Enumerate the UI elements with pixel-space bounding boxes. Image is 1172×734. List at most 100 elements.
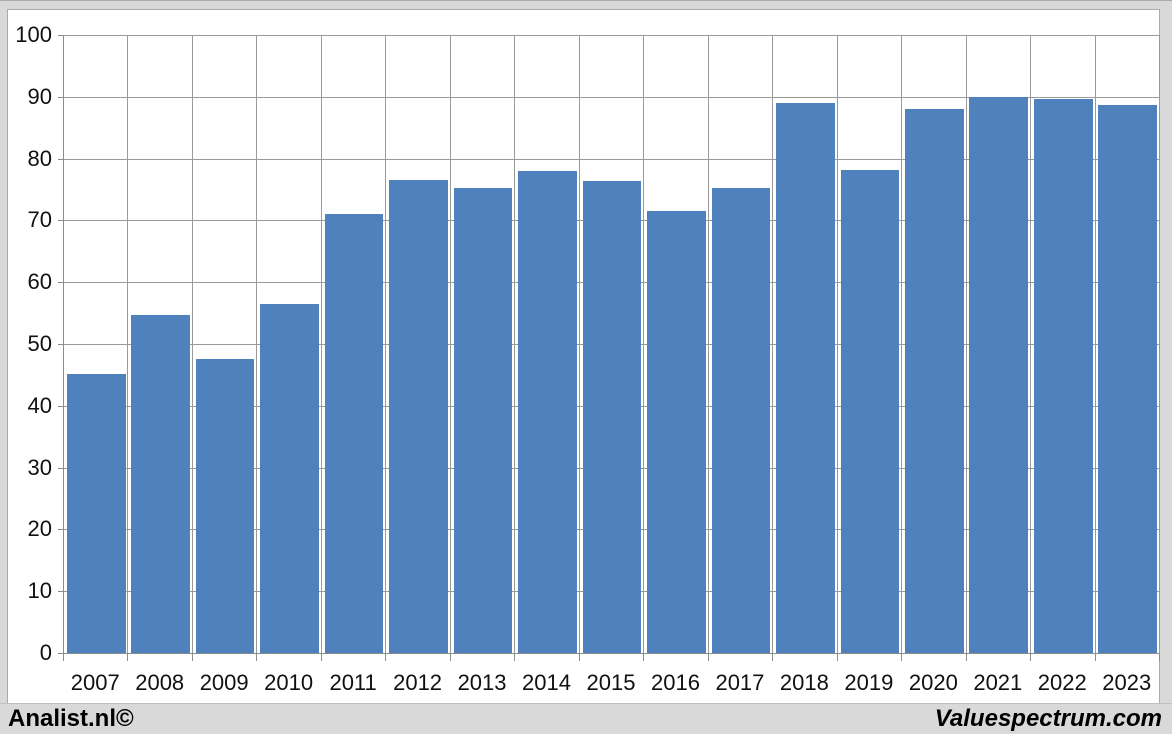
x-tick-mark: [578, 654, 580, 661]
x-tick-mark: [1094, 654, 1096, 661]
x-tick-mark: [191, 654, 193, 661]
x-tick-mark: [1030, 654, 1032, 661]
x-tick-label: 2017: [715, 670, 765, 695]
x-tick-mark: [707, 654, 709, 661]
x-tick-label: 2020: [908, 670, 958, 695]
x-tick-label: 2008: [135, 670, 185, 695]
v-gridline: [449, 35, 451, 653]
v-gridline: [1159, 35, 1160, 653]
bar-2022: [1033, 98, 1093, 653]
v-gridline: [643, 35, 645, 653]
v-gridline: [836, 35, 838, 653]
x-tick-mark: [772, 654, 774, 661]
x-tick-mark: [256, 654, 258, 661]
v-gridline: [514, 35, 516, 653]
v-gridline: [191, 35, 193, 653]
bar-2015: [582, 180, 642, 653]
y-tick-mark: [58, 529, 64, 531]
y-tick-mark: [58, 220, 64, 222]
x-tick-label: 2022: [1037, 670, 1087, 695]
x-tick-label: 2009: [199, 670, 249, 695]
plot-area: [63, 35, 1160, 654]
v-gridline: [772, 35, 774, 653]
y-tick-mark: [58, 405, 64, 407]
bar-2020: [905, 109, 964, 653]
x-tick-label: 2011: [329, 670, 377, 695]
v-gridline: [385, 35, 387, 653]
v-gridline: [707, 35, 709, 653]
h-gridline: [64, 35, 1160, 36]
chart-panel: 0 10 20 30 40 50 60 70 80 90 100 2007 2008 2009 2010 2…: [7, 9, 1160, 704]
x-tick-label: 2013: [457, 670, 507, 695]
x-tick-mark: [643, 654, 645, 661]
x-tick-label: 2016: [650, 670, 700, 695]
v-gridline: [578, 35, 580, 653]
x-tick-mark: [836, 654, 838, 661]
y-tick-mark: [58, 282, 64, 284]
x-tick-label: 2023: [1102, 670, 1152, 695]
v-gridline: [901, 35, 903, 653]
valuespectrum-brand-text: Valuespectrum.com: [934, 705, 1162, 732]
bar-2021: [969, 96, 1029, 653]
v-gridline: [320, 35, 322, 653]
x-tick-mark: [63, 654, 64, 661]
bar-2018: [776, 102, 835, 653]
y-tick-label: 10: [27, 578, 52, 604]
v-gridline: [1094, 35, 1096, 653]
y-tick-mark: [58, 653, 64, 654]
bar-2011: [324, 214, 384, 653]
h-gridline: [64, 96, 1160, 98]
y-tick-label: 60: [27, 269, 52, 295]
v-gridline: [965, 35, 967, 653]
footer-bar: Analist.nl© Valuespectrum.com: [0, 703, 1172, 734]
v-gridline: [127, 35, 129, 653]
y-tick-label: 30: [27, 454, 52, 480]
x-tick-label: 2010: [264, 670, 314, 695]
y-tick-mark: [58, 35, 64, 36]
x-tick-mark: [385, 654, 387, 661]
x-tick-mark: [127, 654, 129, 661]
bar-2014: [518, 170, 577, 653]
analist-brand-text: Analist.nl©: [8, 705, 134, 732]
x-tick-label: 2021: [973, 670, 1023, 695]
y-tick-label: 90: [27, 83, 52, 109]
y-tick-label: 80: [27, 145, 52, 171]
bar-2008: [131, 314, 191, 653]
x-tick-label: 2019: [844, 670, 894, 695]
x-tick-label: 2014: [522, 670, 571, 695]
h-gridline: [64, 158, 1160, 160]
v-gridline: [256, 35, 258, 653]
x-tick-label: 2015: [586, 670, 636, 695]
x-tick-label: 2007: [70, 670, 120, 695]
bar-2019: [840, 169, 900, 653]
x-tick-label: 2012: [393, 670, 443, 695]
x-tick-mark: [965, 654, 967, 661]
bar-2016: [647, 211, 706, 653]
y-tick-mark: [58, 158, 64, 160]
y-tick-label: 20: [27, 516, 52, 542]
y-tick-mark: [58, 96, 64, 98]
bar-2017: [711, 188, 771, 653]
bar-2023: [1098, 104, 1158, 653]
bar-2007: [66, 373, 126, 653]
x-tick-label: 2018: [779, 670, 829, 695]
x-tick-mark: [514, 654, 516, 661]
bar-2013: [453, 188, 513, 653]
y-tick-label: 50: [27, 331, 52, 356]
x-tick-mark: [1159, 654, 1160, 661]
x-tick-mark: [901, 654, 903, 661]
y-tick-label: 0: [39, 640, 52, 665]
x-tick-mark: [449, 654, 451, 661]
v-gridline: [1030, 35, 1032, 653]
y-tick-label: 100: [15, 22, 52, 47]
y-tick-label: 40: [27, 392, 52, 418]
y-tick-mark: [58, 344, 64, 345]
bar-2009: [195, 359, 255, 653]
y-tick-mark: [58, 591, 64, 593]
y-tick-mark: [58, 467, 64, 469]
bar-2010: [260, 303, 319, 653]
bar-2012: [389, 179, 448, 653]
y-tick-label: 70: [27, 207, 52, 233]
x-tick-mark: [320, 654, 322, 661]
